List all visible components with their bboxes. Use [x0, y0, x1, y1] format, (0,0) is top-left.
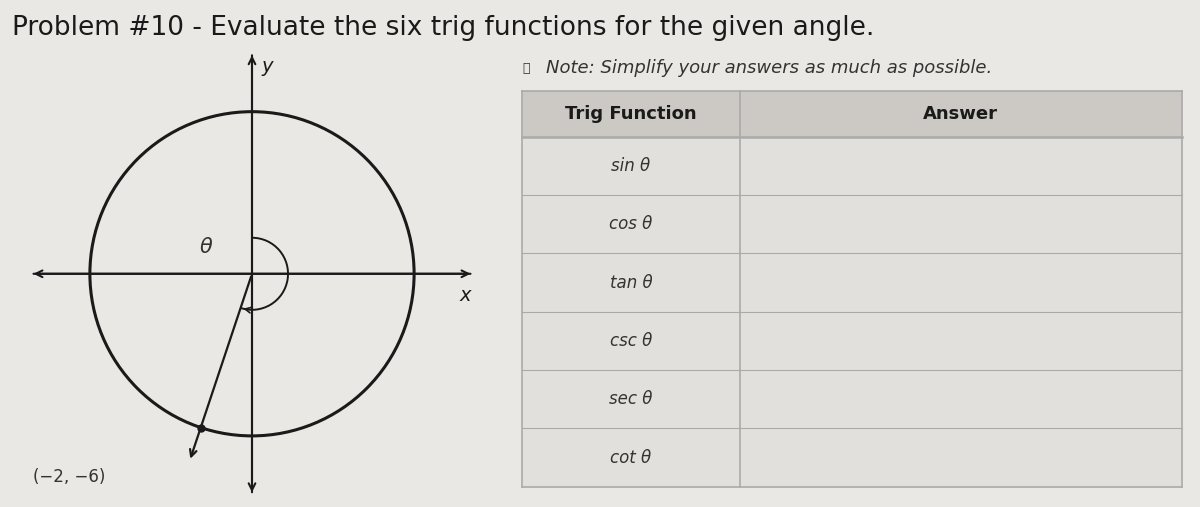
Text: Note: Simplify your answers as much as possible.: Note: Simplify your answers as much as p… [546, 59, 992, 78]
Text: cos θ: cos θ [610, 215, 653, 233]
Text: Answer: Answer [924, 105, 998, 123]
Text: tan θ: tan θ [610, 274, 653, 292]
Text: ⤢: ⤢ [522, 62, 529, 75]
Text: Problem #10 - Evaluate the six trig functions for the given angle.: Problem #10 - Evaluate the six trig func… [12, 15, 875, 41]
Text: sin θ: sin θ [611, 157, 650, 175]
Text: θ: θ [200, 237, 212, 258]
Text: (−2, −6): (−2, −6) [34, 468, 106, 486]
Text: y: y [262, 57, 274, 76]
Text: cot θ: cot θ [611, 449, 652, 466]
Text: sec θ: sec θ [610, 390, 653, 408]
Text: csc θ: csc θ [610, 332, 652, 350]
Text: x: x [460, 286, 472, 305]
Text: Trig Function: Trig Function [565, 105, 697, 123]
